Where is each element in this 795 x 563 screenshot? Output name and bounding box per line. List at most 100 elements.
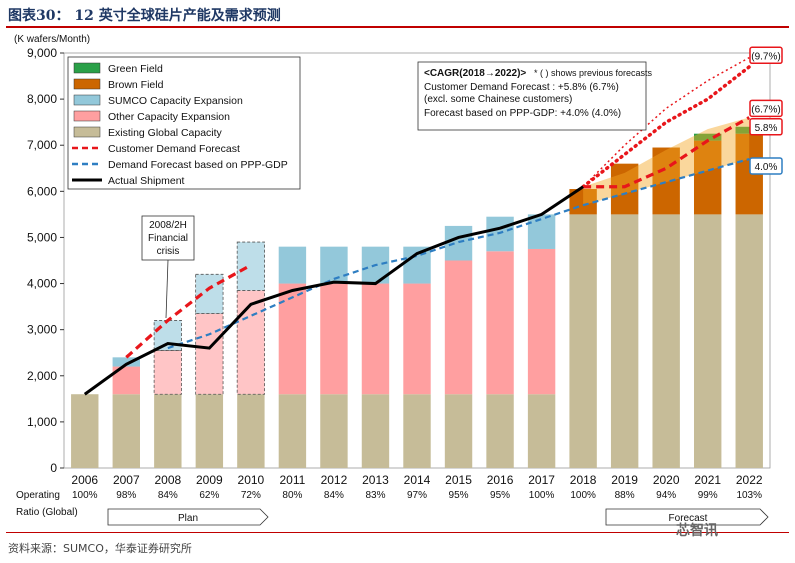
bar-other-2010 [236, 290, 265, 395]
bar-brown-2020 [652, 147, 680, 215]
bar-existing-2019 [610, 214, 639, 468]
legend-label: Brown Field [108, 79, 164, 91]
legend-label: Actual Shipment [108, 175, 185, 187]
y-tick-label: 9,000 [27, 46, 57, 60]
bar-brown-2019 [610, 163, 639, 215]
y-tick-label: 8,000 [27, 92, 57, 106]
cagr-title: <CAGR(2018→2022)> [424, 68, 526, 79]
cagr-box [417, 61, 647, 131]
x-tick-label: 2020 [653, 473, 680, 487]
x-tick-label: 2007 [113, 473, 140, 487]
x-tick-label: 2014 [404, 473, 431, 487]
bar-existing-2006 [71, 394, 99, 468]
x-tick-label: 2018 [570, 473, 597, 487]
operating-ratio-title-2: Ratio (Global) [16, 507, 78, 518]
line-customer-1 [583, 116, 751, 189]
x-tick-label: 2015 [445, 473, 472, 487]
bar-existing-2017 [527, 394, 556, 468]
legend-swatch-existing [73, 126, 101, 138]
x-tick-label: 2012 [321, 473, 348, 487]
crisis-callout-line3: crisis [157, 246, 180, 257]
legend-label: Demand Forecast based on PPP-GDP [108, 159, 288, 171]
y-tick-label: 1,000 [27, 415, 57, 429]
x-tick-label: 2009 [196, 473, 223, 487]
operating-ratio-value: 100% [570, 490, 596, 501]
bar-other-2014 [403, 283, 431, 395]
bar-sumco-2017 [527, 214, 556, 249]
line-actual-5 [83, 185, 584, 396]
y-tick-label: 2,000 [27, 369, 57, 383]
bar-other-2017 [527, 248, 556, 395]
label-97: (9.7%) [751, 51, 780, 62]
bar-green-2022 [735, 126, 763, 134]
operating-ratio-value: 88% [615, 490, 635, 501]
bar-other-2008 [153, 350, 182, 395]
bar-sumco-2015 [444, 225, 473, 261]
label-67-box [749, 99, 783, 118]
crisis-callout-line2: Financial [148, 233, 188, 244]
legend-box [67, 56, 301, 190]
plan-arrow [107, 508, 269, 526]
bar-sumco-2011 [278, 246, 307, 284]
bar-other-2015 [444, 260, 473, 395]
bar-existing-2013 [361, 394, 390, 468]
bar-existing-2012 [320, 394, 348, 468]
bar-other-2012 [320, 283, 348, 395]
x-tick-label: 2006 [71, 473, 98, 487]
watermark: 芯智讯 [676, 523, 718, 539]
operating-ratio-value: 100% [72, 490, 98, 501]
legend-label: Existing Global Capacity [108, 127, 223, 139]
y-tick-label: 3,000 [27, 323, 57, 337]
cagr-ppp: Forecast based on PPP-GDP: +4.0% (4.0%) [424, 108, 621, 119]
operating-ratio-value: 95% [449, 490, 469, 501]
cagr-excl: (excl. some Chainese customers) [424, 94, 572, 105]
legend-label: SUMCO Capacity Expansion [108, 95, 243, 107]
y-tick-label: 4,000 [27, 277, 57, 291]
operating-ratio-value: 95% [490, 490, 510, 501]
y-tick-label: 7,000 [27, 138, 57, 152]
legend-swatch-sumco [73, 94, 101, 106]
cagr-customer: Customer Demand Forecast : +5.8% (6.7%) [424, 82, 619, 93]
bar-existing-2020 [652, 214, 680, 468]
bar-other-2009 [195, 313, 224, 395]
operating-ratio-value: 103% [736, 490, 762, 501]
bar-other-2011 [278, 283, 307, 395]
x-tick-label: 2021 [694, 473, 721, 487]
operating-ratio-value: 62% [199, 490, 219, 501]
x-tick-label: 2011 [280, 473, 306, 487]
label-40-box [749, 157, 783, 175]
x-tick-label: 2022 [736, 473, 763, 487]
operating-ratio-value: 98% [116, 490, 136, 501]
label-58-box [749, 118, 783, 136]
footer-rule [6, 532, 789, 533]
bar-existing-2009 [195, 394, 224, 468]
legend-swatch-brown [73, 78, 101, 90]
bar-sumco-2010 [236, 241, 265, 291]
line-customer-0 [125, 263, 252, 359]
label-58: 5.8% [755, 123, 778, 134]
legend-swatch-other [73, 110, 101, 122]
x-tick-label: 2017 [528, 473, 555, 487]
y-axis-label: (K wafers/Month) [14, 34, 90, 45]
legend-label: Other Capacity Expansion [108, 111, 230, 123]
bar-green-2021 [694, 133, 722, 141]
y-tick-label: 5,000 [27, 230, 57, 244]
plan-label: Plan [178, 513, 198, 524]
bar-brown-2021 [694, 140, 722, 215]
bar-existing-2007 [112, 394, 140, 468]
forecast-label: Forecast [669, 513, 708, 524]
bar-existing-2021 [694, 214, 722, 468]
bar-existing-2016 [486, 394, 514, 468]
report-header: 图表30： 12 英寸全球硅片产能及需求预测 [0, 0, 795, 28]
crisis-callout-box [141, 215, 195, 261]
x-tick-label: 2013 [362, 473, 389, 487]
bar-other-2013 [361, 283, 390, 395]
bar-existing-2010 [237, 394, 265, 468]
figure-title: 图表30： 12 英寸全球硅片产能及需求预测 [8, 8, 281, 24]
operating-ratio-title-1: Operating [16, 490, 60, 501]
line-ppp-4 [167, 157, 750, 350]
bar-sumco-2012 [320, 246, 348, 284]
operating-ratio-value: 84% [324, 490, 344, 501]
operating-ratio-value: 80% [282, 490, 302, 501]
operating-ratio-value: 97% [407, 490, 427, 501]
